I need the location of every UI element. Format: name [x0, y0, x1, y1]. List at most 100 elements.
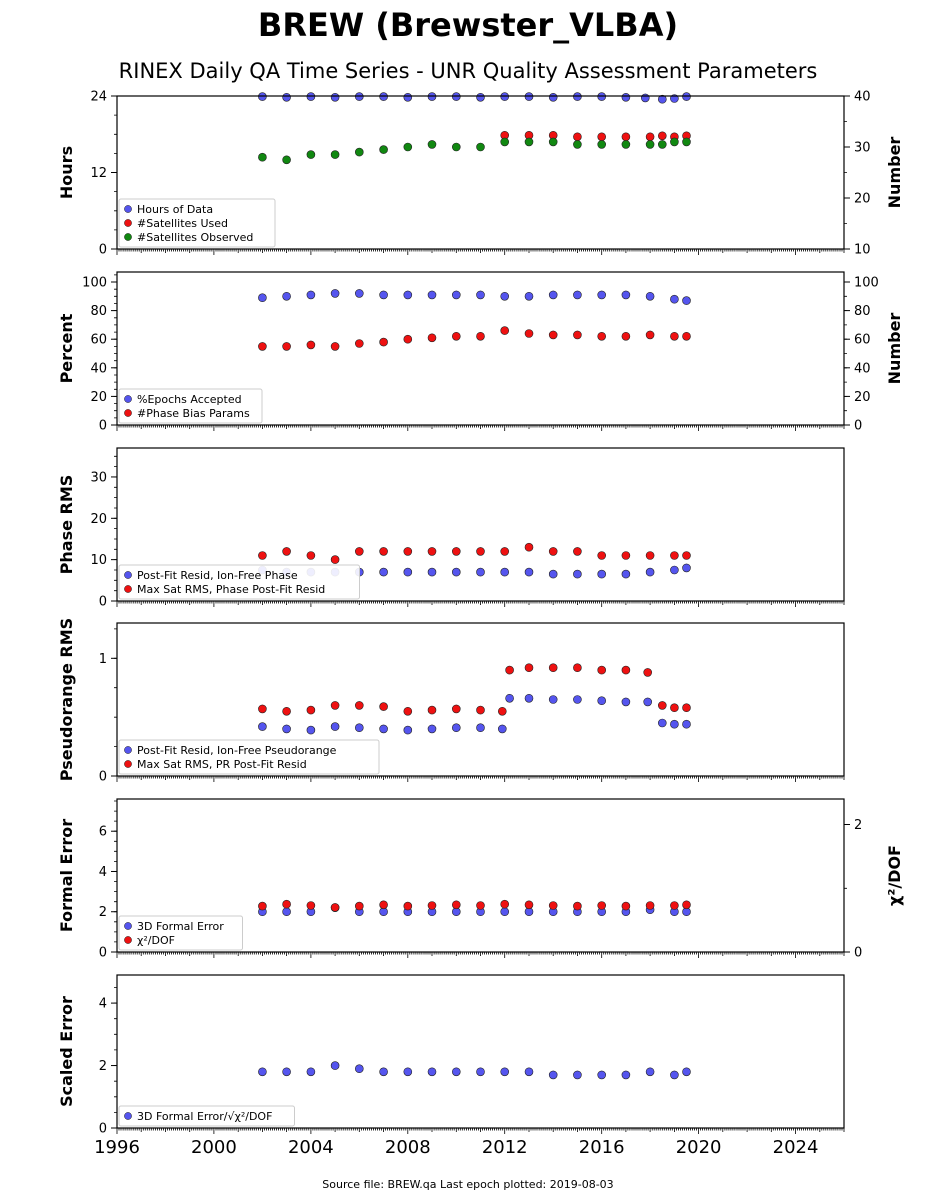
data-point [258, 722, 267, 731]
data-point [330, 1061, 340, 1070]
data-point [330, 289, 340, 298]
data-point [379, 337, 388, 347]
data-point [643, 697, 653, 707]
y-tick-label: 30 [90, 470, 107, 485]
data-point [645, 551, 655, 560]
data-point [597, 551, 607, 560]
y-tick-label: 40 [90, 361, 107, 376]
data-point [548, 137, 558, 147]
data-point [282, 155, 291, 165]
data-point [573, 140, 582, 149]
y-minor-ticks [114, 455, 117, 602]
data-point [573, 695, 582, 704]
data-point [379, 702, 388, 711]
data-point [500, 899, 510, 909]
legend-marker [124, 746, 132, 754]
data-point [573, 330, 582, 340]
data-point [476, 567, 485, 577]
data-point [597, 140, 607, 149]
data-point [306, 901, 316, 910]
y-minor-ticks [114, 274, 117, 426]
data-point [258, 342, 267, 351]
panel-3: 0 10 20 30 Phase RMS Post-Fit Resid, Ion-Free… [57, 447, 845, 610]
data-point [597, 1070, 607, 1080]
y-axis-label: Formal Error [57, 819, 76, 932]
data-point [497, 724, 507, 734]
data-point [621, 697, 631, 707]
data-point [597, 696, 607, 706]
data-point [330, 150, 340, 159]
data-point [573, 569, 582, 579]
y-tick-label: 4 [99, 997, 107, 1012]
x-ticks [116, 952, 845, 958]
data-point [258, 901, 267, 911]
panel-6-data [258, 1061, 691, 1080]
y-tick-label: 0 [99, 1122, 107, 1137]
data-point [657, 94, 667, 104]
data-point [524, 542, 534, 552]
data-point [670, 565, 679, 575]
x-tick-label: 2000 [191, 1137, 237, 1158]
data-point [497, 706, 507, 716]
y-tick-label: 20 [90, 390, 107, 405]
data-point [282, 291, 291, 301]
data-point [427, 724, 437, 734]
legend-label: 3D Formal Error [137, 920, 224, 933]
data-point [670, 294, 679, 304]
x-tick-label: 1996 [94, 1137, 140, 1158]
y-tick-label: 0 [99, 595, 107, 610]
legend-marker [124, 233, 132, 241]
data-point [524, 291, 534, 301]
data-point [505, 693, 514, 703]
x-tick-label: 2012 [482, 1137, 528, 1158]
data-point [451, 567, 461, 577]
data-point [621, 1070, 631, 1080]
data-point [621, 331, 631, 341]
data-point [258, 551, 267, 560]
data-point [282, 899, 291, 909]
data-point [670, 703, 679, 713]
data-point [645, 140, 655, 149]
y-tick-label: 2 [99, 905, 107, 920]
legend-label: χ²/DOF [137, 934, 175, 947]
data-point [282, 93, 291, 102]
data-point [476, 547, 485, 556]
data-point [403, 142, 413, 152]
y-tick-label: 6 [99, 825, 107, 840]
data-point [403, 725, 413, 735]
data-point [524, 1067, 534, 1077]
data-point [476, 1067, 485, 1077]
data-point [682, 563, 691, 573]
data-point [451, 547, 461, 556]
data-point [670, 1070, 679, 1080]
data-point [670, 331, 679, 341]
y2-tick-label: 40 [854, 90, 871, 105]
legend-marker [124, 409, 132, 417]
y-tick-label: 4 [99, 865, 107, 880]
legend-marker [124, 922, 132, 930]
data-point [379, 724, 388, 734]
data-point [621, 132, 631, 142]
data-point [379, 900, 388, 910]
y2-minor-ticks [844, 281, 847, 426]
data-point [258, 152, 267, 162]
data-point [657, 140, 667, 149]
data-point [657, 718, 667, 728]
legend-box [118, 739, 380, 775]
y-tick-label: 80 [90, 304, 107, 319]
legend-label: 3D Formal Error/√χ²/DOF [137, 1110, 272, 1123]
data-point [645, 901, 655, 910]
data-point [645, 1067, 655, 1077]
series-1-markers [258, 92, 691, 104]
y2-tick-label: 20 [854, 390, 871, 405]
y-axis-label: Phase RMS [57, 475, 76, 575]
x-tick-label: 2016 [579, 1137, 625, 1158]
data-point [403, 547, 413, 556]
legend: Hours of Data#Satellites Used#Satellites… [118, 198, 276, 248]
data-point [573, 1070, 582, 1080]
data-point [476, 290, 485, 300]
y-minor-ticks [114, 800, 117, 953]
